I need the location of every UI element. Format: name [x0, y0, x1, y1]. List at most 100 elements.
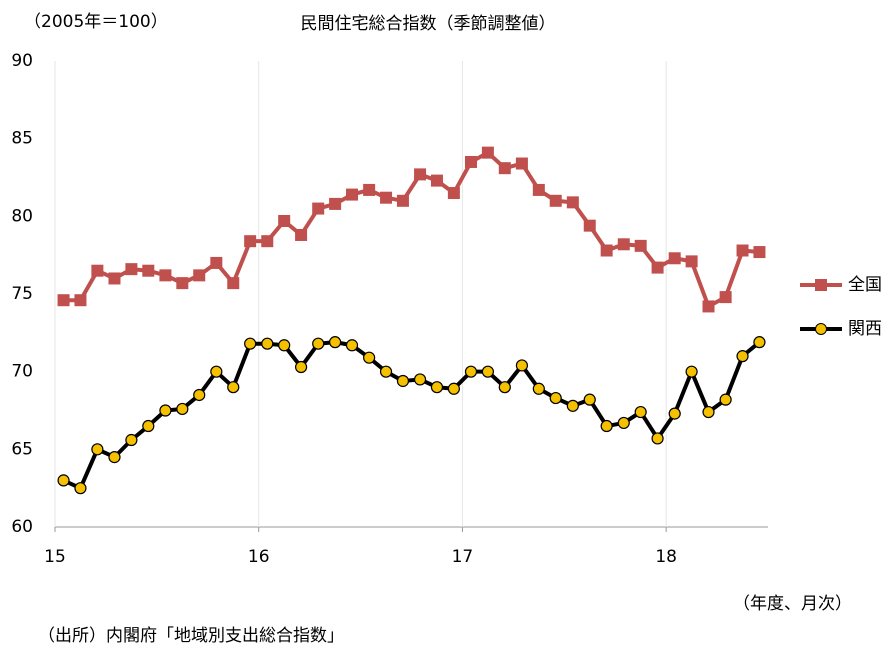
marker	[363, 351, 376, 364]
marker	[651, 261, 664, 274]
marker	[74, 294, 87, 307]
marker	[74, 482, 87, 495]
marker	[210, 256, 223, 269]
marker	[57, 474, 70, 487]
series-line	[63, 150, 760, 309]
marker	[481, 146, 494, 159]
marker	[193, 388, 206, 402]
marker	[380, 191, 393, 204]
marker	[549, 391, 562, 405]
marker	[159, 404, 172, 417]
marker	[142, 419, 155, 433]
marker	[515, 157, 528, 170]
marker	[345, 339, 359, 352]
marker	[719, 393, 732, 406]
marker	[583, 219, 596, 232]
marker	[600, 419, 613, 433]
y-tick-label: 90	[11, 51, 33, 71]
marker	[57, 294, 70, 307]
marker	[464, 155, 477, 168]
marker	[447, 187, 460, 200]
marker	[447, 382, 460, 395]
marker	[566, 196, 579, 209]
marker	[125, 433, 138, 447]
y-tick-label: 65	[11, 439, 33, 459]
marker	[176, 277, 189, 290]
x-axis-label: （年度、月次）	[733, 594, 852, 614]
marker	[312, 202, 325, 215]
marker	[396, 374, 410, 388]
marker	[753, 336, 766, 349]
marker	[312, 337, 325, 350]
marker	[396, 194, 409, 207]
marker	[91, 443, 104, 456]
marker	[617, 416, 630, 430]
marker	[193, 269, 206, 282]
marker	[346, 188, 359, 201]
y-tick-label: 60	[11, 517, 33, 537]
marker	[125, 263, 138, 276]
marker	[702, 405, 715, 419]
marker	[566, 399, 579, 412]
marker	[227, 381, 240, 394]
x-tick-label: 18	[655, 547, 677, 567]
y-tick-label: 85	[11, 129, 33, 149]
chart-title: 民間住宅総合指数（季節調整値）	[301, 14, 556, 34]
marker	[736, 350, 749, 363]
marker	[159, 269, 172, 282]
legend-marker	[815, 279, 827, 291]
marker	[532, 382, 545, 395]
marker	[549, 194, 562, 207]
marker	[702, 300, 715, 313]
x-tick-label: 16	[248, 547, 270, 567]
x-tick-label: 15	[44, 547, 66, 567]
marker	[651, 432, 664, 445]
y-axis-label: （2005年＝100）	[24, 12, 168, 32]
marker	[617, 238, 630, 251]
marker	[685, 365, 698, 378]
marker	[244, 235, 257, 248]
marker	[227, 277, 240, 290]
marker	[600, 244, 613, 257]
legend-label: 関西	[848, 319, 882, 339]
marker	[583, 393, 596, 406]
marker	[261, 337, 274, 350]
marker	[753, 246, 766, 259]
marker	[295, 228, 308, 241]
marker	[379, 365, 393, 378]
marker	[430, 174, 443, 187]
marker	[464, 365, 478, 378]
marker	[176, 402, 189, 416]
legend-label: 全国	[848, 275, 882, 295]
marker	[363, 183, 376, 196]
marker	[668, 252, 681, 265]
marker	[108, 272, 121, 285]
y-tick-label: 75	[11, 284, 33, 304]
marker	[142, 264, 155, 277]
marker	[430, 381, 444, 394]
marker	[244, 337, 257, 350]
marker	[719, 291, 732, 304]
marker	[91, 264, 104, 277]
marker	[413, 373, 427, 386]
marker	[329, 197, 342, 210]
marker	[278, 339, 291, 352]
marker	[515, 359, 529, 372]
x-tick-label: 17	[452, 547, 474, 567]
source-note: （出所）内閣府「地域別支出総合指数」	[38, 626, 344, 646]
marker	[634, 405, 647, 419]
marker	[634, 239, 647, 252]
marker	[685, 255, 698, 268]
marker	[668, 407, 681, 420]
legend-marker	[815, 323, 827, 335]
marker	[261, 235, 274, 248]
marker	[481, 365, 494, 378]
marker	[278, 214, 291, 227]
marker	[210, 365, 223, 378]
marker	[736, 244, 749, 257]
marker	[498, 162, 511, 175]
y-tick-label: 80	[11, 206, 33, 226]
marker	[532, 183, 545, 196]
marker	[498, 381, 511, 394]
